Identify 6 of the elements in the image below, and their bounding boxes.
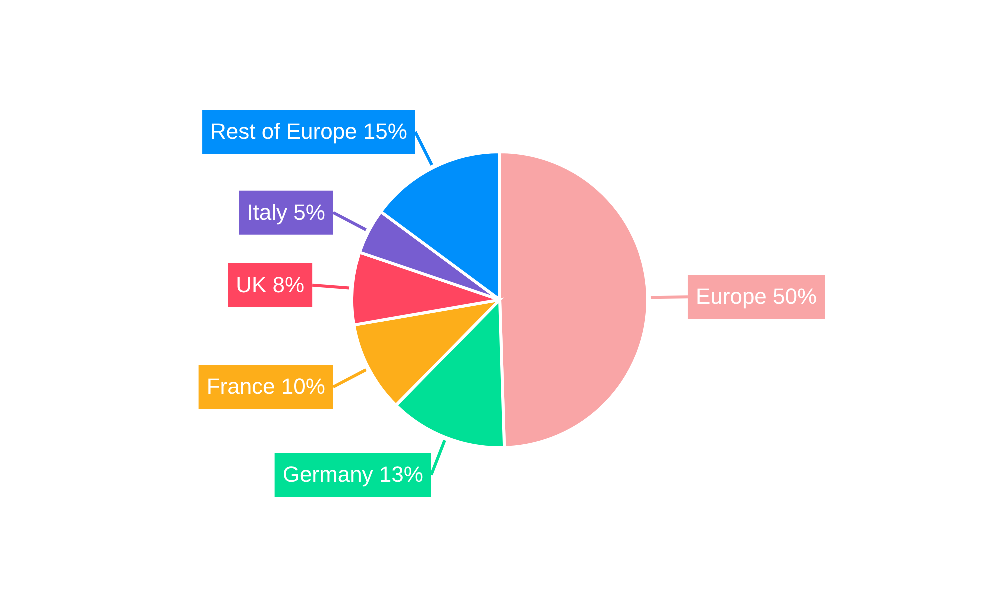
slice-label: Germany 13% bbox=[282, 462, 424, 488]
slice-label: Rest of Europe 15% bbox=[210, 119, 408, 144]
slice-label: Europe 50% bbox=[696, 284, 818, 310]
slice-label: Italy 5% bbox=[247, 200, 326, 225]
slice-label: UK 8% bbox=[236, 272, 305, 298]
slice-label: France 10% bbox=[206, 374, 326, 400]
